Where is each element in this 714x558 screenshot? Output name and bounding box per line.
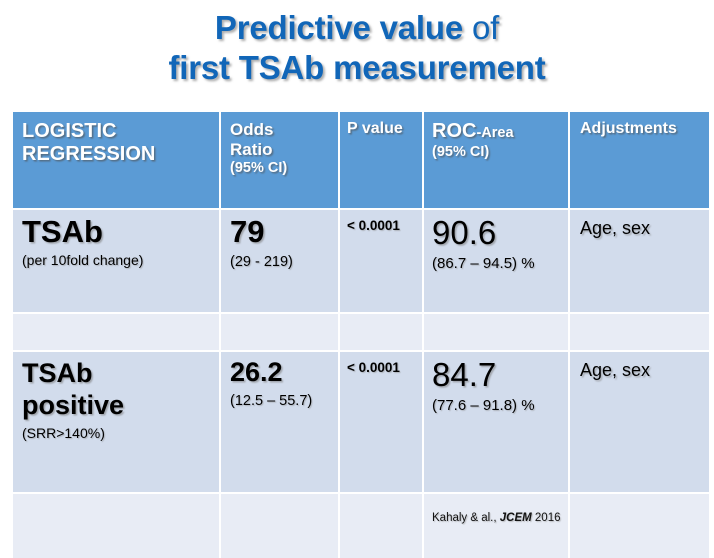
citation-journal: JCEM [499, 512, 532, 524]
footer-cell-3 [339, 493, 424, 558]
column-header-adjustments-label: Adjustments [580, 120, 677, 137]
page-title-line1-light: of [463, 9, 500, 46]
column-header-odds-ratio: Odds Ratio (95% CI) [220, 112, 340, 210]
citation-authors: Kahaly & al., [432, 512, 500, 524]
cell-variable-1: TSAb (per 10fold change) [13, 209, 221, 314]
column-header-roc-label: ROC [432, 120, 477, 142]
page-title-line1-bold: Predictive value [214, 9, 463, 46]
column-header-roc-area-line1: ROC-Area [432, 120, 567, 144]
table-spacer-row [13, 313, 709, 352]
odds-ratio-ci-1: (29 - 219) [230, 253, 293, 270]
p-value-1: < 0.0001 [347, 218, 400, 233]
footer-cell-1 [13, 493, 221, 558]
adjustments-value-1: Age, sex [580, 218, 651, 238]
column-header-odds-ratio-line1: Odds [230, 120, 274, 139]
cell-roc-area-2: 84.7 (77.6 – 91.8) % [423, 351, 570, 494]
column-header-p-value: P value [339, 112, 424, 210]
column-header-area-label: -Area [476, 125, 514, 141]
page-title: Predictive value of first TSAb measureme… [0, 8, 714, 89]
cell-variable-2: TSAb positive (SRR>140%) [13, 351, 221, 494]
cell-odds-ratio-2: 26.2 (12.5 – 55.7) [220, 351, 340, 494]
cell-p-value-1: < 0.0001 [339, 209, 424, 314]
spacer-cell-5 [569, 313, 709, 352]
cell-p-value-2: < 0.0001 [339, 351, 424, 494]
table-row: TSAb positive (SRR>140%) 26.2 (12.5 – 55… [13, 351, 709, 494]
column-header-odds-ratio-ci: (95% CI) [230, 160, 288, 177]
roc-area-value-2: 84.7 [432, 356, 497, 393]
variable-name-1: TSAb [22, 214, 103, 249]
variable-name-2-line1: TSAb [22, 358, 93, 388]
variable-subtitle-2: (SRR>140%) [22, 424, 105, 441]
column-header-logistic-regression: LOGISTIC REGRESSION [13, 112, 221, 210]
column-header-adjustments: Adjustments [569, 112, 709, 210]
cell-adjustments-1: Age, sex [569, 209, 709, 314]
column-header-odds-ratio-line2: Ratio [230, 140, 273, 160]
spacer-cell-1 [13, 313, 221, 352]
cell-roc-area-1: 90.6 (86.7 – 94.5) % [423, 209, 570, 314]
spacer-cell-3 [339, 313, 424, 352]
footer-cell-2 [220, 493, 340, 558]
column-header-logistic-regression-line2: REGRESSION [22, 143, 156, 166]
p-value-2: < 0.0001 [347, 360, 400, 375]
roc-area-value-1: 90.6 [432, 214, 497, 251]
table-footer-row: Kahaly & al., JCEM 2016 [13, 493, 709, 558]
odds-ratio-value-2: 26.2 [230, 357, 283, 387]
cell-odds-ratio-1: 79 (29 - 219) [220, 209, 340, 314]
column-header-roc-area-ci: (95% CI) [432, 143, 490, 160]
citation-year: 2016 [531, 512, 561, 524]
table-header-row: LOGISTIC REGRESSION Odds Ratio (95% CI) … [13, 112, 709, 210]
roc-area-ci-1: (86.7 – 94.5) % [432, 255, 535, 272]
citation: Kahaly & al., JCEM 2016 [432, 512, 561, 524]
footer-cell-5 [569, 493, 709, 558]
page-title-line2: first TSAb measurement [168, 49, 546, 87]
variable-subtitle-1: (per 10fold change) [22, 251, 144, 268]
cell-adjustments-2: Age, sex [569, 351, 709, 494]
footer-cell-citation: Kahaly & al., JCEM 2016 [423, 493, 570, 558]
column-header-logistic-regression-line1: LOGISTIC [22, 120, 117, 142]
spacer-cell-4 [423, 313, 570, 352]
roc-area-ci-2: (77.6 – 91.8) % [432, 397, 535, 414]
variable-name-2-line2: positive [22, 389, 125, 420]
results-table: LOGISTIC REGRESSION Odds Ratio (95% CI) … [13, 112, 709, 558]
odds-ratio-ci-2: (12.5 – 55.7) [230, 392, 313, 409]
spacer-cell-2 [220, 313, 340, 352]
column-header-roc-area: ROC-Area (95% CI) [423, 112, 570, 210]
table-row: TSAb (per 10fold change) 79 (29 - 219) <… [13, 209, 709, 314]
odds-ratio-value-1: 79 [230, 214, 265, 249]
adjustments-value-2: Age, sex [580, 360, 651, 380]
column-header-p-value-label: P value [347, 120, 403, 137]
